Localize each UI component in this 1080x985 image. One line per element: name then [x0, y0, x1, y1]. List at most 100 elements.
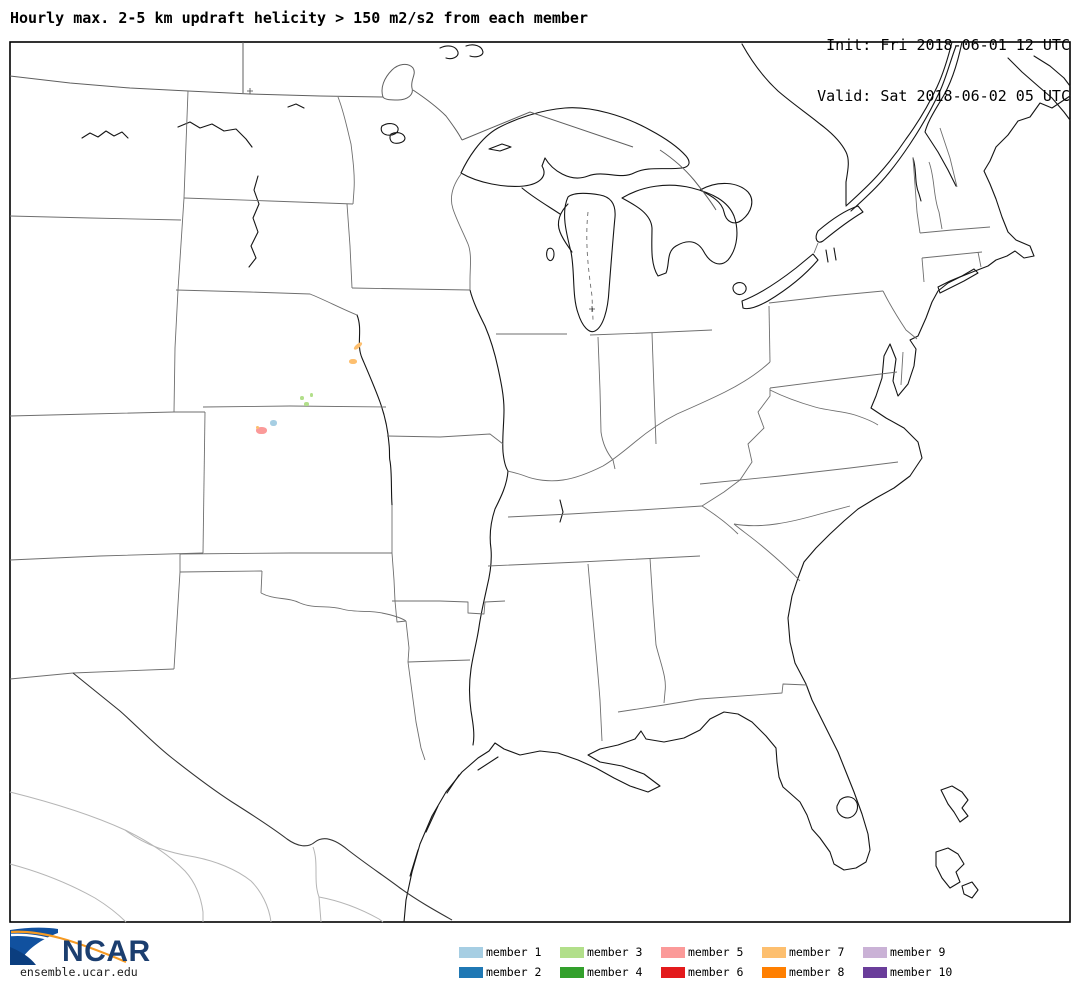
legend-label: member 7	[789, 945, 845, 959]
map-frame	[9, 41, 1071, 923]
southdakota-nebraska-border	[175, 289, 358, 316]
lake-erie	[741, 253, 819, 310]
lake-oahe	[248, 175, 260, 268]
massachusetts-south-border	[921, 251, 983, 268]
red-river-of-the-north	[337, 96, 355, 205]
legend-entry: member 1	[459, 946, 541, 959]
canadian-border-lakes	[439, 44, 484, 60]
tennessee-northcarolina-border	[701, 505, 739, 535]
newmexico-mexico-border	[9, 672, 74, 680]
legend-entry: member 2	[459, 966, 541, 979]
virginia-northcarolina-border	[699, 461, 899, 485]
helicity-swath	[270, 420, 277, 426]
georgian-bay	[699, 182, 753, 224]
legend-swatch	[762, 967, 786, 978]
legend-label: member 8	[789, 965, 845, 979]
montana-northdakota-border	[183, 90, 189, 199]
bahamas-andros	[935, 847, 979, 899]
missouri-river-nebraska	[356, 314, 393, 506]
texas-east-border	[405, 620, 426, 761]
helicity-swath	[256, 427, 267, 434]
ncar-logo-swoosh-white	[10, 933, 121, 966]
run-times: Init: Fri 2018-06-01 12 UTC Valid: Sat 2…	[817, 3, 1070, 122]
isle-royale	[488, 143, 512, 152]
lake-winnebago	[546, 247, 555, 262]
legend-label: member 2	[486, 965, 542, 979]
nebraska-kansas-border	[202, 405, 387, 408]
legend-entry: member 10	[863, 966, 952, 979]
devils-lake	[287, 103, 305, 109]
helicity-swath	[310, 393, 313, 397]
michigan-south-border	[589, 329, 713, 336]
delaware-river-border	[882, 290, 918, 340]
nova-scotia-coast	[1033, 55, 1071, 87]
tennessee-south-border	[487, 555, 701, 567]
legend-swatch	[560, 947, 584, 958]
pennsylvania-maryland-border	[769, 371, 898, 389]
finger-lakes	[825, 247, 837, 263]
legend-swatch	[661, 947, 685, 958]
oklahoma-texas-100w-border	[260, 570, 263, 594]
pennsylvania-newyork-border	[768, 290, 884, 304]
legend-entry: member 7	[762, 946, 844, 959]
bahamas-grand-bahama	[940, 785, 969, 823]
wyoming-colorado-border	[9, 411, 175, 417]
maine-newhampshire-border	[939, 127, 958, 188]
canada-border-st-marys	[659, 149, 717, 211]
init-time: Init: Fri 2018-06-01 12 UTC	[826, 36, 1070, 54]
legend-entry: member 5	[661, 946, 743, 959]
legend-label: member 10	[890, 965, 953, 979]
oklahoma-panhandle-south-border	[179, 570, 263, 573]
maryland-delaware-border	[900, 351, 904, 386]
wisconsin-michigan-border	[521, 187, 561, 215]
mexico-state-border-1	[9, 791, 204, 922]
legend-label: member 1	[486, 945, 542, 959]
meridian-104w-border	[173, 197, 185, 413]
valid-time: Valid: Sat 2018-06-02 05 UTC	[817, 87, 1070, 105]
ncar-wordmark: NCAR	[62, 935, 151, 968]
minnesota-wisconsin-border	[450, 173, 471, 290]
mexico-state-border-2	[124, 829, 272, 923]
green-bay	[557, 203, 573, 253]
mexico-state-border-4	[318, 896, 384, 923]
mexico-border-layer	[9, 791, 384, 923]
legend-entry: member 8	[762, 966, 844, 979]
legend-swatch	[762, 947, 786, 958]
international-border-layer	[9, 42, 717, 211]
rio-grande-border	[72, 672, 453, 921]
southdakota-minnesota-border	[346, 203, 353, 289]
montana-wyoming-border	[9, 215, 182, 221]
mississippi-alabama-border	[587, 563, 603, 742]
kentucky-lake	[559, 499, 564, 523]
red-river-border	[260, 592, 407, 622]
oklahoma-east-border	[391, 552, 407, 623]
arkansas-louisiana-border	[407, 659, 471, 663]
legend-label: member 4	[587, 965, 643, 979]
legend-label: member 5	[688, 945, 744, 959]
st-lawrence-river	[845, 41, 953, 207]
canada-border-lake-superior	[461, 111, 634, 148]
mexico-state-border-5	[9, 863, 127, 923]
potomac-border	[769, 389, 879, 426]
legend-label: member 6	[688, 965, 744, 979]
page-title: Hourly max. 2-5 km updraft helicity > 15…	[10, 9, 588, 27]
kansas-oklahoma-border	[179, 552, 392, 555]
canada-border-boundary-waters	[412, 89, 463, 141]
kentucky-tennessee-border	[507, 505, 703, 518]
kentucky-virginia-westvirginia-border	[701, 388, 771, 507]
canada-border-49th-parallel	[9, 75, 384, 98]
legend-swatch	[863, 967, 887, 978]
helicity-swath	[349, 359, 357, 364]
alabama-florida-border	[617, 704, 665, 713]
missouri-river-north-dakota	[177, 121, 253, 148]
helicity-swath	[300, 396, 304, 400]
northdakota-southdakota-border	[183, 197, 354, 205]
ottawa-river	[741, 43, 849, 206]
galveston-bay	[477, 756, 499, 771]
lake-st-clair	[732, 282, 747, 296]
ohio-river-border	[507, 361, 771, 482]
minnesota-iowa-border	[351, 287, 471, 291]
legend-swatch	[560, 967, 584, 978]
bay-of-fundy-coast	[1007, 57, 1071, 121]
iowa-missouri-border	[386, 433, 504, 445]
